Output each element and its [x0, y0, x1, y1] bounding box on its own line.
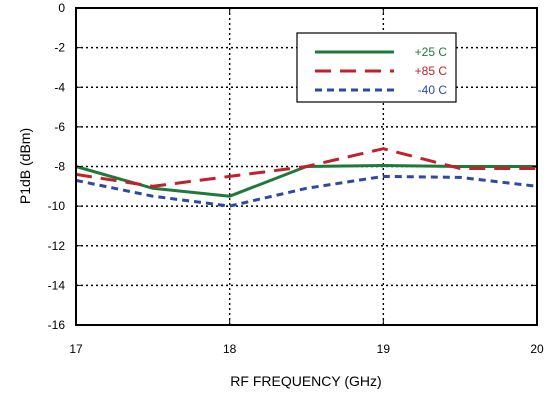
plot-lines	[75, 147, 538, 208]
y-tick-label: 0	[58, 1, 65, 15]
y-tick-label: -16	[48, 318, 66, 332]
x-tick-label: 18	[223, 342, 237, 356]
y-tick-label: -2	[54, 41, 65, 55]
y-axis-title: P1dB (dBm)	[17, 128, 33, 204]
y-tick-label: -8	[54, 160, 65, 174]
series-line-1	[75, 163, 537, 198]
series-line-2	[75, 147, 537, 188]
legend-label-2: +85 C	[415, 64, 448, 78]
x-axis-ticks: 17 18 19 20	[69, 8, 544, 356]
x-tick-label: 17	[69, 342, 83, 356]
series-line-3	[75, 174, 538, 208]
y-tick-label: -10	[48, 199, 66, 213]
y-tick-label: -12	[48, 239, 66, 253]
legend-label-1: +25 C	[415, 45, 448, 59]
legend: +25 C +85 C -40 C	[296, 32, 457, 103]
y-tick-label: -4	[54, 80, 65, 94]
x-tick-label: 20	[530, 342, 544, 356]
y-tick-label: -6	[54, 120, 65, 134]
y-axis-ticks: 0 -2 -4 -6 -8 -10 -12 -14 -16	[48, 1, 537, 332]
y-tick-label: -14	[48, 278, 66, 292]
x-tick-label: 19	[377, 342, 391, 356]
legend-label-3: -40 C	[418, 83, 448, 97]
x-axis-title: RF FREQUENCY (GHz)	[230, 373, 381, 389]
